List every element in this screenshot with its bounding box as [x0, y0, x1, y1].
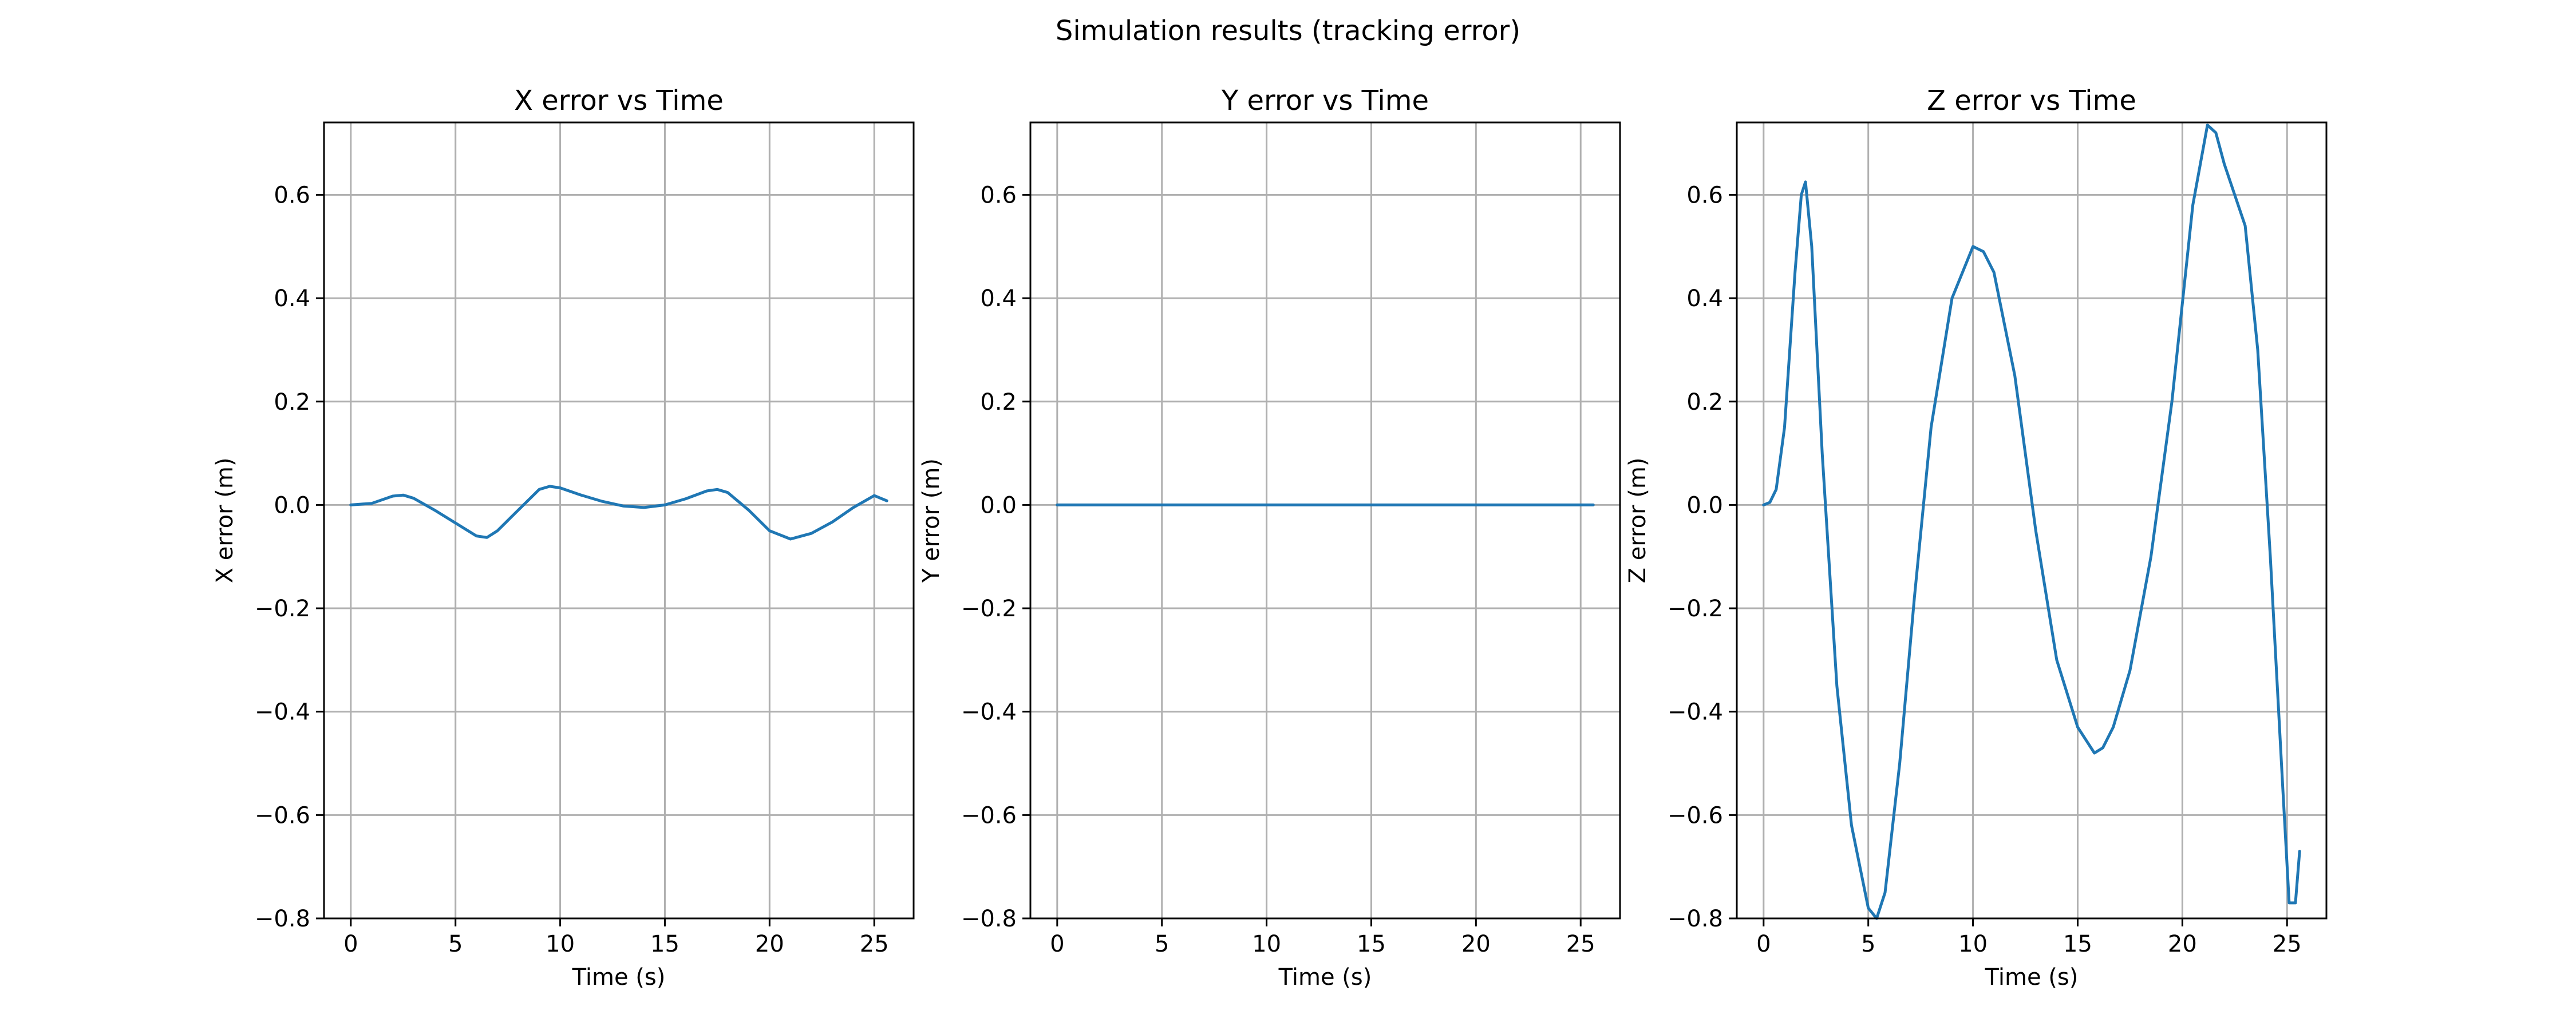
y-tick-label: −0.4 — [961, 699, 1017, 726]
subplot-title: Y error vs Time — [1221, 85, 1429, 117]
x-tick-label: 25 — [1566, 931, 1595, 957]
figure-suptitle: Simulation results (tracking error) — [1056, 15, 1520, 47]
series-line — [349, 485, 888, 541]
y-tick-label: 0.6 — [274, 182, 310, 208]
x-tick-label: 15 — [2063, 931, 2092, 957]
y-tick-label: 0.0 — [980, 492, 1017, 518]
y-tick-label: 0.2 — [1686, 389, 1723, 415]
y-tick-label: 0.4 — [980, 286, 1017, 312]
x-tick-label: 20 — [755, 931, 784, 957]
y-tick-label: −0.2 — [1668, 596, 1723, 622]
subplot-z-error: 0 5 10 15 20 25 −0.8 −0.6 −0.4 −0.2 0.0 0.2 0.4 0.6 Z … — [1625, 85, 2328, 991]
x-tick-label: 0 — [1050, 931, 1064, 957]
x-axis-label: Time (s) — [572, 964, 666, 991]
axes-frame — [323, 121, 915, 920]
y-tick-label: 0.6 — [1686, 182, 1723, 208]
y-tick-label: −0.6 — [1668, 802, 1723, 829]
y-tick-label: 0.0 — [1686, 492, 1723, 518]
y-tick-label: 0.4 — [274, 286, 310, 312]
x-tick-label: 0 — [343, 931, 358, 957]
y-axis-label: X error (m) — [212, 458, 238, 584]
subplot-y-error: 0 5 10 15 20 25 −0.8 −0.6 −0.4 −0.2 0.0 0.2 0.4 0.6 Y … — [918, 85, 1621, 991]
x-tick-label: 25 — [2273, 931, 2302, 957]
subplot-title: Z error vs Time — [1927, 85, 2136, 117]
y-tick-label: 0.6 — [980, 182, 1017, 208]
y-tick-label: 0.2 — [980, 389, 1017, 415]
y-tick-label: 0.0 — [274, 492, 310, 518]
y-tick-label: −0.4 — [255, 699, 310, 726]
x-tick-label: 10 — [546, 931, 575, 957]
x-tick-label: 15 — [1357, 931, 1386, 957]
x-tick-label: 5 — [1861, 931, 1875, 957]
x-tick-label: 0 — [1756, 931, 1771, 957]
y-tick-label: −0.2 — [255, 596, 310, 622]
y-tick-label: −0.4 — [1668, 699, 1723, 726]
x-tick-label: 20 — [1461, 931, 1491, 957]
y-axis-label: Z error (m) — [1625, 458, 1651, 584]
y-tick-label: −0.6 — [961, 802, 1017, 829]
subplot-title: X error vs Time — [514, 85, 724, 117]
x-tick-label: 5 — [1155, 931, 1169, 957]
y-tick-label: −0.8 — [255, 906, 310, 932]
x-tick-label: 10 — [1252, 931, 1281, 957]
axes-frame — [1029, 121, 1621, 920]
x-axis-label: Time (s) — [1985, 964, 2079, 991]
series-line — [1762, 124, 2301, 920]
y-tick-label: −0.2 — [961, 596, 1017, 622]
x-axis-label: Time (s) — [1278, 964, 1372, 991]
subplot-x-error: 0 5 10 15 20 25 −0.8 −0.6 −0.4 −0.2 0.0 0.2 0.4 0.6 X … — [212, 85, 915, 991]
x-tick-label: 20 — [2168, 931, 2197, 957]
axes-frame — [1736, 121, 2328, 920]
y-tick-label: −0.6 — [255, 802, 310, 829]
y-tick-label: −0.8 — [961, 906, 1017, 932]
y-axis-label: Y error (m) — [918, 458, 945, 583]
x-tick-label: 15 — [650, 931, 679, 957]
y-tick-label: 0.2 — [274, 389, 310, 415]
x-tick-label: 5 — [448, 931, 463, 957]
y-tick-label: 0.4 — [1686, 286, 1723, 312]
y-tick-label: −0.8 — [1668, 906, 1723, 932]
x-tick-label: 25 — [860, 931, 889, 957]
x-tick-label: 10 — [1958, 931, 1988, 957]
